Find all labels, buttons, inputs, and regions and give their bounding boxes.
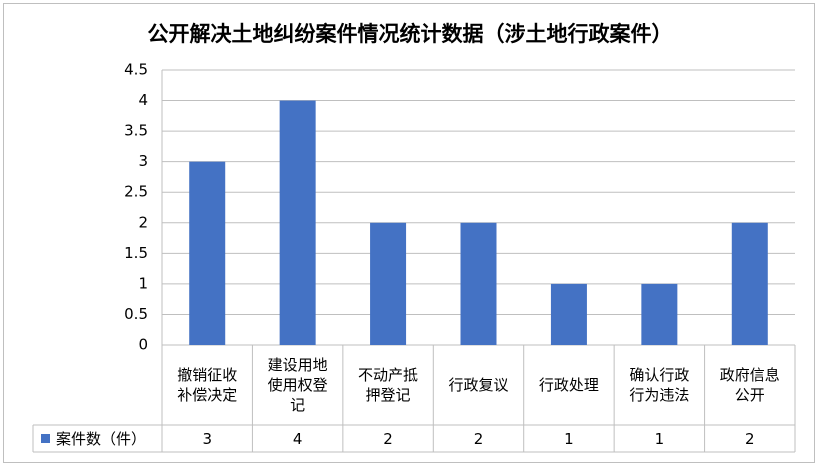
x-tick-label: 建设用地使用权登记 [252, 347, 342, 423]
y-tick-label: 3.5 [124, 122, 148, 140]
table-value: 2 [383, 430, 393, 448]
legend-label: 案件数（件） [56, 430, 146, 448]
table-value: 1 [655, 430, 665, 448]
x-tick-text: 政府信息公开 [719, 366, 780, 404]
table-value: 1 [564, 430, 574, 448]
x-tick-text: 撤销征收补偿决定 [177, 366, 238, 404]
y-tick-label: 3 [138, 152, 148, 170]
bar [189, 161, 226, 345]
chart-title: 公开解决土地纠纷案件情况统计数据（涉土地行政案件） [148, 22, 673, 46]
table-value: 3 [202, 430, 212, 448]
legend-swatch [41, 434, 50, 443]
chart-border [3, 3, 815, 463]
y-tick-label: 0.5 [124, 305, 148, 323]
y-tick-label: 1.5 [124, 244, 148, 262]
bar [279, 100, 316, 345]
x-tick-label: 行政复议 [433, 347, 523, 423]
bar [460, 222, 497, 345]
y-tick-label: 0 [138, 336, 148, 354]
bar [370, 222, 407, 345]
x-tick-text: 确认行政行为违法 [629, 366, 690, 404]
y-tick-label: 4 [138, 91, 148, 109]
y-tick-label: 4.5 [124, 61, 148, 79]
x-tick-text: 建设用地使用权登记 [267, 356, 328, 414]
x-tick-text: 行政复议 [448, 376, 509, 394]
x-tick-text: 不动产抵押登记 [358, 366, 419, 404]
y-tick-label: 2 [138, 213, 148, 231]
x-tick-label: 不动产抵押登记 [343, 347, 433, 423]
bar [550, 283, 587, 345]
table-value: 2 [745, 430, 755, 448]
bar [731, 222, 768, 345]
bar [641, 283, 678, 345]
y-tick-label: 2.5 [124, 183, 148, 201]
x-tick-label: 确认行政行为违法 [614, 347, 704, 423]
x-tick-label: 行政处理 [524, 347, 614, 423]
x-tick-label: 撤销征收补偿决定 [162, 347, 252, 423]
table-value: 2 [474, 430, 484, 448]
y-tick-label: 1 [138, 274, 148, 292]
table-value: 4 [293, 430, 303, 448]
x-tick-label: 政府信息公开 [705, 347, 795, 423]
x-tick-text: 行政处理 [538, 376, 599, 394]
